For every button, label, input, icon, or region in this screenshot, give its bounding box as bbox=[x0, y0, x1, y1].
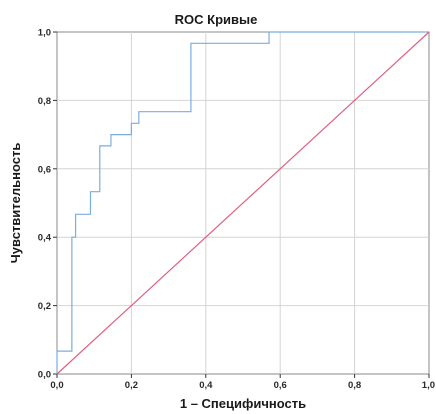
chart-title: ROC Кривые bbox=[175, 12, 258, 27]
x-tick-label: 0,4 bbox=[199, 380, 213, 391]
x-axis-label: 1 – Специфичность bbox=[180, 396, 306, 411]
y-tick-label: 0,6 bbox=[38, 164, 51, 175]
x-tick-label: 0,2 bbox=[125, 380, 138, 391]
y-tick-labels: 0,0 0,2 0,4 0,6 0,8 1,0 bbox=[38, 28, 57, 381]
y-tick-label: 0,2 bbox=[38, 301, 51, 312]
x-tick-label: 0,8 bbox=[348, 380, 361, 391]
x-tick-label: 0,6 bbox=[274, 380, 287, 391]
y-tick-label: 0,8 bbox=[38, 96, 51, 107]
reference-diagonal-line bbox=[56, 31, 430, 375]
grid-lines bbox=[57, 32, 429, 374]
x-tick-labels: 0,0 0,2 0,4 0,6 0,8 1,0 bbox=[50, 374, 435, 391]
x-tick-label: 1,0 bbox=[422, 380, 435, 391]
y-tick-label: 0,4 bbox=[38, 233, 52, 244]
y-tick-label: 0,0 bbox=[38, 370, 51, 381]
series-layer bbox=[56, 31, 430, 375]
y-tick-label: 1,0 bbox=[38, 28, 51, 39]
y-axis-label: Чувствительность bbox=[8, 143, 23, 264]
x-tick-label: 0,0 bbox=[50, 380, 63, 391]
roc-curve-line bbox=[56, 31, 429, 374]
